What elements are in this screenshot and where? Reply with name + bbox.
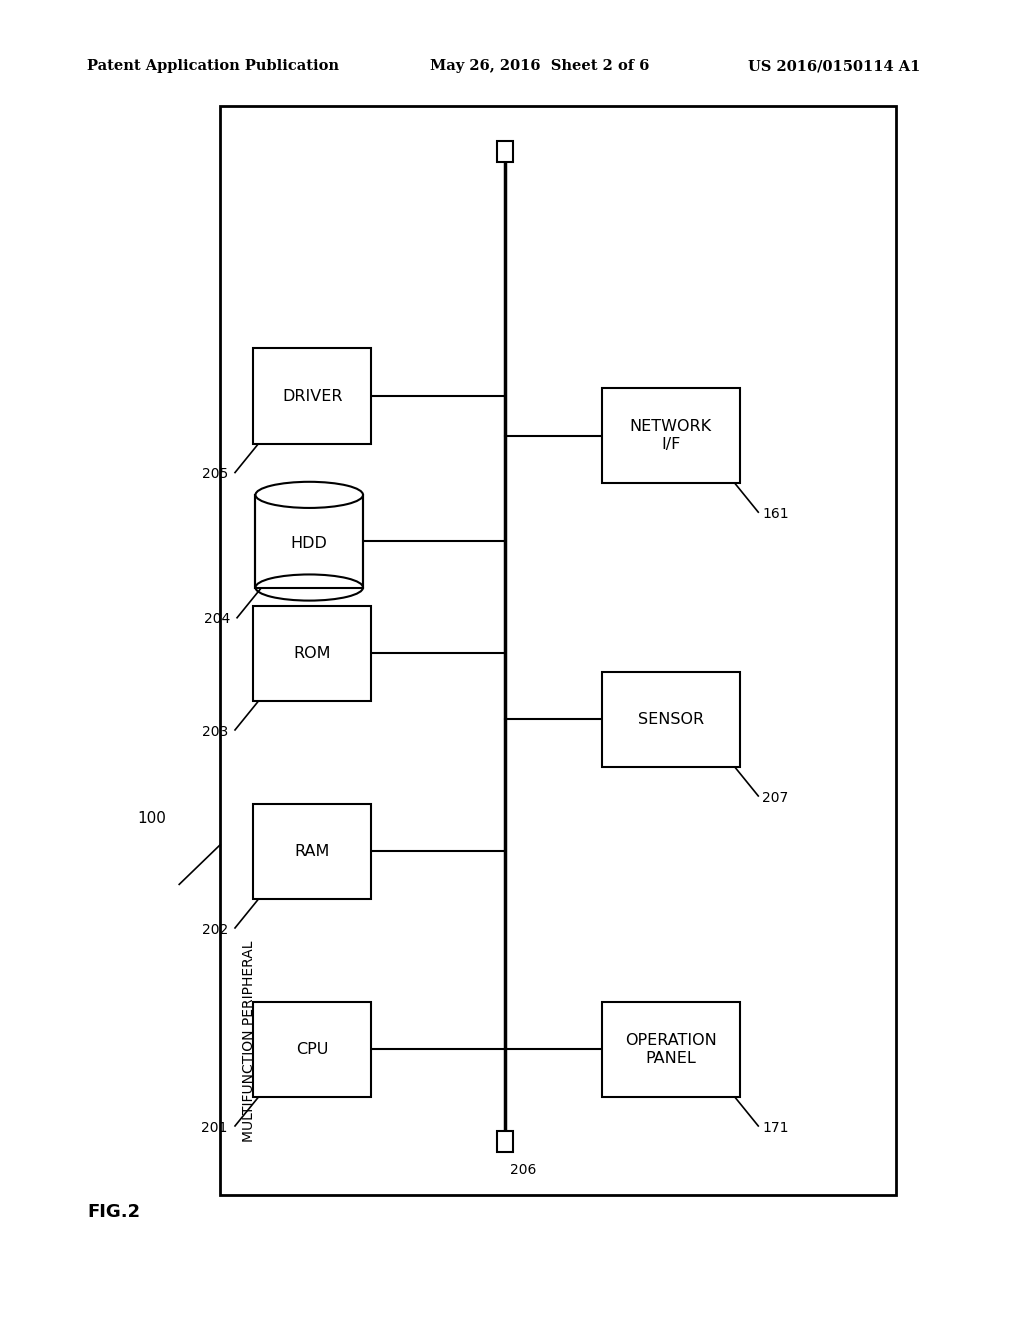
Bar <box>602 388 739 483</box>
Text: 204: 204 <box>204 612 229 627</box>
Text: ROM: ROM <box>294 645 331 661</box>
Text: HDD: HDD <box>291 536 328 552</box>
Text: SENSOR: SENSOR <box>638 711 703 727</box>
Bar <box>602 672 739 767</box>
Bar <box>220 106 896 1195</box>
Bar <box>254 348 371 444</box>
Text: US 2016/0150114 A1: US 2016/0150114 A1 <box>748 59 920 73</box>
Ellipse shape <box>256 482 362 508</box>
Text: 161: 161 <box>762 507 790 521</box>
Text: May 26, 2016  Sheet 2 of 6: May 26, 2016 Sheet 2 of 6 <box>430 59 649 73</box>
Bar <box>254 606 371 701</box>
Text: 202: 202 <box>202 923 227 937</box>
Text: 201: 201 <box>202 1121 227 1135</box>
Text: NETWORK
I/F: NETWORK I/F <box>630 420 712 451</box>
Text: 206: 206 <box>510 1163 537 1177</box>
Bar <box>497 1131 513 1152</box>
Text: FIG.2: FIG.2 <box>87 1203 140 1221</box>
Text: 100: 100 <box>137 810 166 826</box>
Text: 171: 171 <box>762 1121 788 1135</box>
Bar <box>254 804 371 899</box>
Text: Patent Application Publication: Patent Application Publication <box>87 59 339 73</box>
Text: CPU: CPU <box>296 1041 329 1057</box>
Text: RAM: RAM <box>295 843 330 859</box>
Text: 205: 205 <box>202 467 227 482</box>
Bar <box>602 1002 739 1097</box>
Bar <box>497 141 513 162</box>
Text: 203: 203 <box>202 725 227 739</box>
Bar <box>254 1002 371 1097</box>
Text: MULTIFUNCTION PERIPHERAL: MULTIFUNCTION PERIPHERAL <box>242 940 256 1142</box>
Text: OPERATION
PANEL: OPERATION PANEL <box>625 1034 717 1065</box>
Bar <box>256 495 362 587</box>
Text: DRIVER: DRIVER <box>282 388 343 404</box>
Text: 207: 207 <box>762 791 788 805</box>
